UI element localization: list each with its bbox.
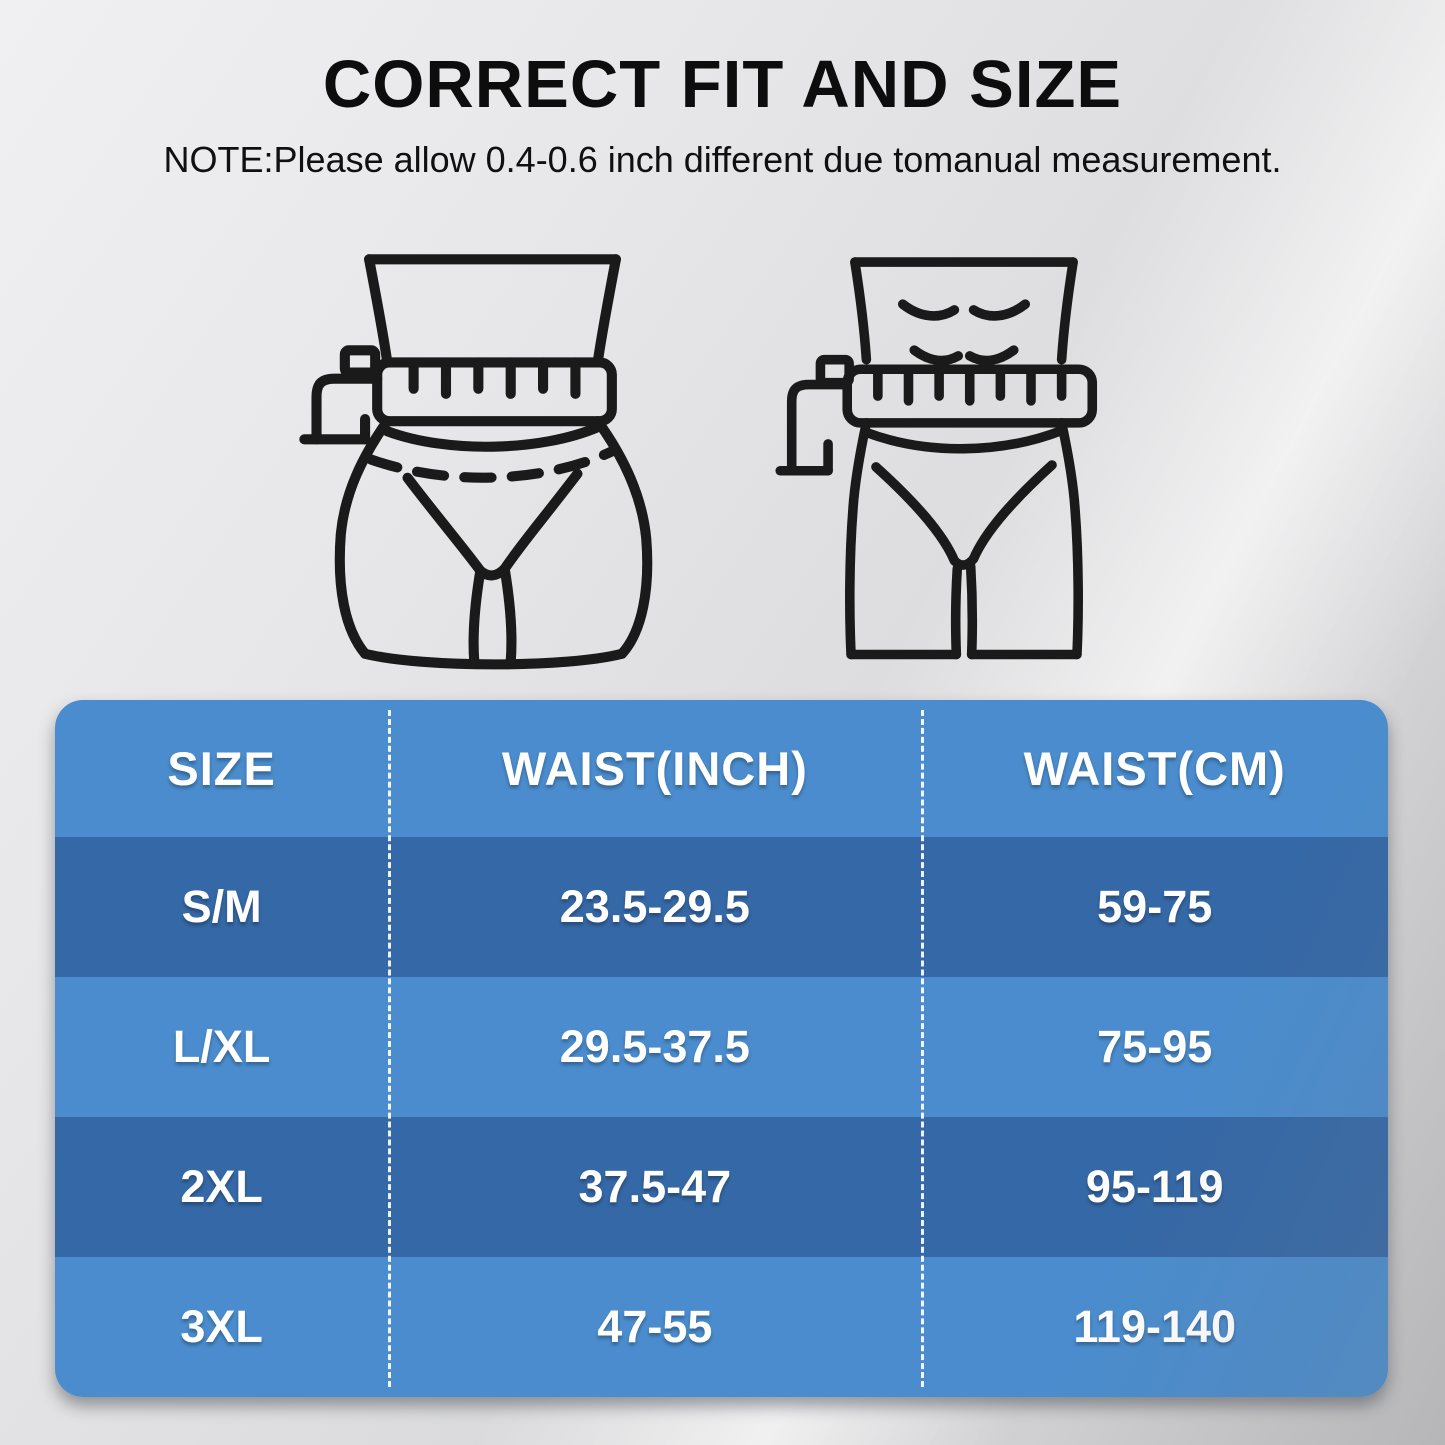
column-header-waist-inch: WAIST(INCH) bbox=[501, 742, 808, 795]
female-waist-measuring-tape-icon bbox=[299, 254, 653, 670]
waist-inch-value: 29.5-37.5 bbox=[559, 1021, 750, 1072]
measurement-note: NOTE:Please allow 0.4-0.6 inch different… bbox=[163, 139, 1282, 180]
waist-cm-value: 59-75 bbox=[1097, 881, 1213, 932]
column-separator-dashed bbox=[921, 710, 925, 1387]
size-label: L/XL bbox=[172, 1021, 271, 1072]
waist-inch-value: 37.5-47 bbox=[578, 1161, 732, 1212]
column-header-waist-cm: WAIST(CM) bbox=[1023, 742, 1286, 795]
size-label: 2XL bbox=[180, 1161, 263, 1212]
male-waist-measuring-tape-icon bbox=[775, 257, 1098, 660]
size-row-3xl: 3XL 47-55 119-140 bbox=[55, 1257, 1388, 1397]
size-row-sm: S/M 23.5-29.5 59-75 bbox=[55, 837, 1388, 977]
waist-inch-value: 47-55 bbox=[597, 1301, 713, 1352]
waist-inch-value: 23.5-29.5 bbox=[559, 881, 750, 932]
column-header-size: SIZE bbox=[167, 742, 276, 795]
size-row-lxl: L/XL 29.5-37.5 75-95 bbox=[55, 977, 1388, 1117]
measuring-illustrations bbox=[0, 231, 1445, 679]
size-table: SIZE WAIST(INCH) WAIST(CM) S/M 23.5-29.5… bbox=[55, 700, 1388, 1397]
waist-cm-value: 119-140 bbox=[1073, 1301, 1237, 1352]
page-title: CORRECT FIT AND SIZE bbox=[322, 47, 1123, 122]
size-label: S/M bbox=[181, 881, 262, 932]
waist-cm-value: 75-95 bbox=[1097, 1021, 1213, 1072]
size-table-header-row: SIZE WAIST(INCH) WAIST(CM) bbox=[55, 700, 1388, 837]
column-separator-dashed bbox=[388, 710, 392, 1387]
waist-cm-value: 95-119 bbox=[1085, 1161, 1224, 1212]
size-label: 3XL bbox=[180, 1301, 263, 1352]
size-row-2xl: 2XL 37.5-47 95-119 bbox=[55, 1117, 1388, 1257]
